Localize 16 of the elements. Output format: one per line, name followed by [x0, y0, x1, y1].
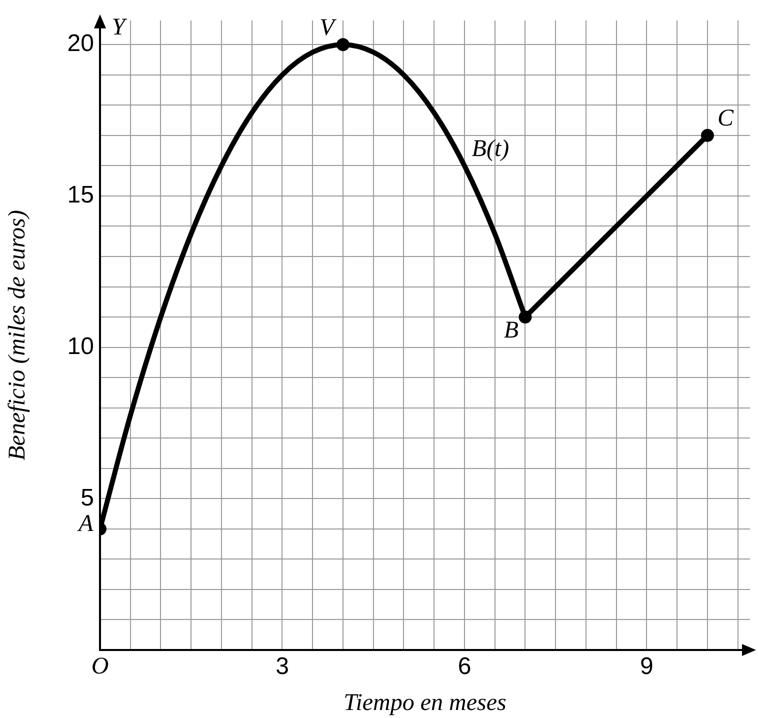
y-tick-label: 15: [67, 182, 94, 209]
y-tick-label: 5: [80, 484, 94, 512]
y-tick-label: 10: [67, 332, 94, 360]
annotation: C: [717, 106, 734, 132]
x-axis-title: Tiempo en meses: [344, 690, 506, 716]
annotation: B(t): [472, 136, 510, 162]
annotation: B: [504, 317, 519, 344]
x-tick-label: 3: [276, 653, 289, 680]
y-tick-label: 20: [67, 30, 94, 58]
x-tick-label: O: [91, 654, 109, 680]
annotation: A: [76, 511, 94, 538]
x-tick-label: 9: [640, 653, 654, 680]
y-axis-title: Beneficio (miles de euros): [4, 210, 31, 460]
annotation: Y: [112, 14, 128, 40]
x-tick-label: 6: [458, 653, 472, 680]
annotation: V: [320, 14, 337, 41]
